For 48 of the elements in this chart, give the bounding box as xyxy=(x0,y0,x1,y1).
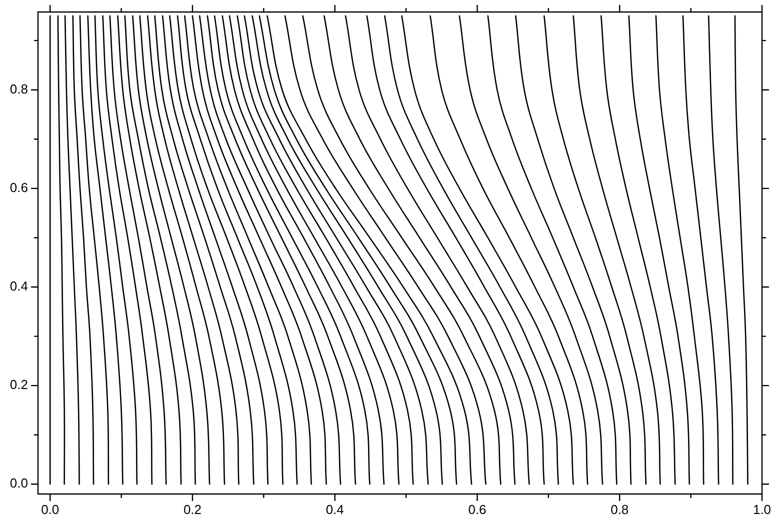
line-series xyxy=(102,15,153,485)
line-series xyxy=(458,15,604,485)
line-series xyxy=(124,15,196,485)
line-series xyxy=(87,15,124,485)
line-series xyxy=(176,15,298,485)
line-series xyxy=(302,15,502,485)
line-series xyxy=(515,15,632,485)
y-tick-label: 0.4 xyxy=(10,278,28,294)
line-series xyxy=(72,15,94,485)
line-series xyxy=(132,15,210,485)
line-series xyxy=(117,15,182,485)
line-series xyxy=(49,15,51,485)
line-series xyxy=(430,15,588,485)
line-series xyxy=(57,15,66,485)
x-tick-label: 0.2 xyxy=(183,502,202,518)
line-series xyxy=(154,15,254,485)
y-tick-label: 0.0 xyxy=(10,476,28,491)
line-series xyxy=(572,15,661,485)
x-tick-label: 0.4 xyxy=(326,502,344,518)
y-tick-label: 0.6 xyxy=(10,180,28,196)
line-series xyxy=(169,15,284,485)
line-series xyxy=(734,15,748,485)
line-series xyxy=(487,15,618,485)
line-series xyxy=(146,15,240,485)
line-series xyxy=(384,15,560,485)
line-series xyxy=(708,15,734,485)
line-series xyxy=(628,15,690,485)
x-tick-label: 0.6 xyxy=(468,502,486,518)
line-series xyxy=(79,15,110,485)
x-tick-label: 0.8 xyxy=(610,502,629,518)
line-series xyxy=(324,15,516,485)
line-series xyxy=(139,15,226,485)
line-series xyxy=(401,15,574,485)
line-series xyxy=(682,15,720,485)
line-series xyxy=(544,15,647,485)
line-series xyxy=(162,15,269,485)
line-series xyxy=(344,15,530,485)
line-series xyxy=(655,15,704,485)
line-series xyxy=(64,15,80,485)
line-series xyxy=(600,15,676,485)
y-tick-label: 0.2 xyxy=(10,377,28,392)
line-series xyxy=(184,15,312,485)
y-tick-label: 0.8 xyxy=(10,81,28,96)
line-series xyxy=(366,15,545,485)
x-tick-label: 0.0 xyxy=(41,502,60,518)
line-series xyxy=(94,15,138,485)
x-tick-label: 1.0 xyxy=(752,502,772,518)
line-series xyxy=(109,15,167,485)
